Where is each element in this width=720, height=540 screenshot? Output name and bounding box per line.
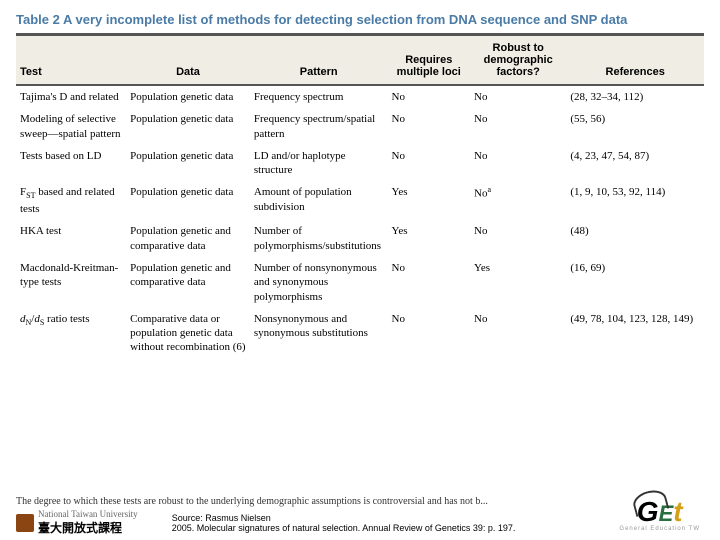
cell-references: (1, 9, 10, 53, 92, 114) — [566, 181, 704, 220]
cell-data: Population genetic and comparative data — [126, 257, 250, 308]
cell-references: (49, 78, 104, 123, 128, 149) — [566, 308, 704, 359]
cell-test: HKA test — [16, 220, 126, 257]
table-row: Modeling of selective sweep—spatial patt… — [16, 108, 704, 145]
table-row: HKA test Population genetic and comparat… — [16, 220, 704, 257]
cell-data: Population genetic data — [126, 181, 250, 220]
get-logo-block: GEt General Education TW — [619, 501, 700, 532]
cell-test: Macdonald-Kreitman-type tests — [16, 257, 126, 308]
footnote: The degree to which these tests are robu… — [16, 496, 704, 507]
cell-references: (16, 69) — [566, 257, 704, 308]
cell-test: Tests based on LD — [16, 145, 126, 182]
ntu-block: National Taiwan University 臺大開放式課程 Sourc… — [16, 509, 515, 536]
table-container: Table 2 A very incomplete list of method… — [0, 0, 720, 359]
cell-references: (48) — [566, 220, 704, 257]
cell-test: Tajima's D and related — [16, 85, 126, 108]
cell-pattern: Nonsynonymous and synonymous substitutio… — [250, 308, 388, 359]
cell-requires: No — [388, 108, 471, 145]
cell-data: Population genetic and comparative data — [126, 220, 250, 257]
cell-pattern: LD and/or haplotype structure — [250, 145, 388, 182]
table-title: Table 2 A very incomplete list of method… — [16, 12, 704, 27]
col-robust: Robust to demographic factors? — [470, 35, 566, 86]
cell-pattern: Number of nonsynonymous and synonymous p… — [250, 257, 388, 308]
cell-requires: Yes — [388, 220, 471, 257]
logo-row: National Taiwan University 臺大開放式課程 Sourc… — [16, 509, 704, 536]
get-logo: GEt — [619, 501, 700, 524]
cell-data: Population genetic data — [126, 145, 250, 182]
cell-robust: Noa — [470, 181, 566, 220]
source-line2: 2005. Molecular signatures of natural se… — [172, 523, 516, 533]
table-row: Macdonald-Kreitman-type tests Population… — [16, 257, 704, 308]
cell-requires: No — [388, 308, 471, 359]
footer: The degree to which these tests are robu… — [0, 492, 720, 540]
cell-references: (4, 23, 47, 54, 87) — [566, 145, 704, 182]
cell-robust: Yes — [470, 257, 566, 308]
cell-requires: No — [388, 257, 471, 308]
cell-test: FST based and related tests — [16, 181, 126, 220]
table-row: Tests based on LD Population genetic dat… — [16, 145, 704, 182]
selection-methods-table: Test Data Pattern Requires multiple loci… — [16, 33, 704, 359]
cell-pattern: Frequency spectrum — [250, 85, 388, 108]
cell-robust: No — [470, 308, 566, 359]
ntu-logo-icon — [16, 514, 34, 532]
ntu-chinese: 臺大開放式課程 — [38, 519, 138, 536]
cell-pattern: Amount of population subdivision — [250, 181, 388, 220]
cell-test: Modeling of selective sweep—spatial patt… — [16, 108, 126, 145]
source-block: Source: Rasmus Nielsen 2005. Molecular s… — [172, 513, 516, 533]
table-row: FST based and related tests Population g… — [16, 181, 704, 220]
cell-data: Population genetic data — [126, 85, 250, 108]
get-t: t — [673, 496, 682, 527]
col-references: References — [566, 35, 704, 86]
cell-robust: No — [470, 108, 566, 145]
source-line1: Source: Rasmus Nielsen — [172, 513, 516, 523]
table-row: Tajima's D and related Population geneti… — [16, 85, 704, 108]
cell-requires: No — [388, 145, 471, 182]
col-requires: Requires multiple loci — [388, 35, 471, 86]
cell-test: dN/dS ratio tests — [16, 308, 126, 359]
cell-requires: No — [388, 85, 471, 108]
cell-robust: No — [470, 85, 566, 108]
cell-pattern: Number of polymorphisms/substitutions — [250, 220, 388, 257]
cell-requires: Yes — [388, 181, 471, 220]
col-data: Data — [126, 35, 250, 86]
cell-robust: No — [470, 145, 566, 182]
cell-data: Comparative data or population genetic d… — [126, 308, 250, 359]
cell-data: Population genetic data — [126, 108, 250, 145]
table-row: dN/dS ratio tests Comparative data or po… — [16, 308, 704, 359]
table-body: Tajima's D and related Population geneti… — [16, 85, 704, 359]
ntu-text-block: National Taiwan University 臺大開放式課程 — [38, 509, 138, 536]
col-pattern: Pattern — [250, 35, 388, 86]
cell-robust: No — [470, 220, 566, 257]
col-test: Test — [16, 35, 126, 86]
cell-references: (55, 56) — [566, 108, 704, 145]
header-row: Test Data Pattern Requires multiple loci… — [16, 35, 704, 86]
ntu-english: National Taiwan University — [38, 509, 138, 519]
cell-pattern: Frequency spectrum/spatial pattern — [250, 108, 388, 145]
cell-references: (28, 32–34, 112) — [566, 85, 704, 108]
